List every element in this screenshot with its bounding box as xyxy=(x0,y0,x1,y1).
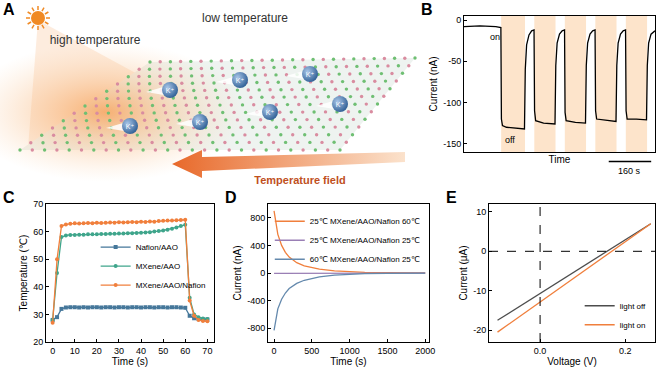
svg-text:Current (nA): Current (nA) xyxy=(428,56,439,111)
svg-text:30: 30 xyxy=(114,346,124,356)
svg-text:20: 20 xyxy=(33,337,43,347)
svg-text:0: 0 xyxy=(481,246,486,256)
svg-text:-150: -150 xyxy=(443,139,461,149)
svg-text:60: 60 xyxy=(180,346,190,356)
svg-text:20: 20 xyxy=(92,346,102,356)
svg-text:800: 800 xyxy=(250,213,265,223)
svg-text:70: 70 xyxy=(33,199,43,209)
svg-text:160 s: 160 s xyxy=(618,166,641,176)
svg-text:K⁺: K⁺ xyxy=(196,119,205,126)
svg-text:high temperature: high temperature xyxy=(50,33,141,47)
svg-text:400: 400 xyxy=(250,241,265,251)
svg-text:0: 0 xyxy=(260,268,265,278)
svg-text:10: 10 xyxy=(476,207,486,217)
html-text:C: C xyxy=(3,189,15,206)
svg-text:25℃ MXene/AAO/Nafion 60℃: 25℃ MXene/AAO/Nafion 60℃ xyxy=(310,217,420,226)
svg-text:Voltage (V): Voltage (V) xyxy=(547,356,596,367)
svg-text:K⁺: K⁺ xyxy=(126,123,135,130)
svg-text:-50: -50 xyxy=(448,56,461,66)
svg-text:-800: -800 xyxy=(247,323,265,333)
svg-text:Time: Time xyxy=(549,154,571,165)
svg-text:50: 50 xyxy=(158,346,168,356)
svg-text:-400: -400 xyxy=(247,296,265,306)
svg-text:light off: light off xyxy=(620,302,646,311)
svg-text:-100: -100 xyxy=(443,98,461,108)
html-text:E: E xyxy=(446,189,457,206)
html-text:A: A xyxy=(3,1,15,18)
svg-text:60℃ MXene/AAO/Nafion 25℃: 60℃ MXene/AAO/Nafion 25℃ xyxy=(310,255,420,264)
svg-text:1500: 1500 xyxy=(377,346,397,356)
svg-text:Nafion/AAO: Nafion/AAO xyxy=(136,243,178,252)
svg-text:500: 500 xyxy=(304,346,319,356)
svg-text:K⁺: K⁺ xyxy=(266,109,275,116)
svg-text:K⁺: K⁺ xyxy=(336,101,345,108)
svg-text:30: 30 xyxy=(33,310,43,320)
svg-text:25℃ MXene/AAO/Nafion 25℃: 25℃ MXene/AAO/Nafion 25℃ xyxy=(310,236,420,245)
svg-text:Time (s): Time (s) xyxy=(112,356,148,367)
html-text:D: D xyxy=(225,189,237,206)
svg-text:0.0: 0.0 xyxy=(534,346,547,356)
svg-text:50: 50 xyxy=(33,254,43,264)
svg-text:-10: -10 xyxy=(473,286,486,296)
svg-text:-20: -20 xyxy=(473,325,486,335)
svg-text:Temperature field: Temperature field xyxy=(254,174,346,186)
svg-text:MXene/AAO/Nafion: MXene/AAO/Nafion xyxy=(136,281,206,290)
svg-text:low temperature: low temperature xyxy=(202,11,288,25)
svg-text:70: 70 xyxy=(202,346,212,356)
svg-text:light on: light on xyxy=(620,321,646,330)
svg-text:40: 40 xyxy=(33,282,43,292)
svg-text:0.2: 0.2 xyxy=(619,346,632,356)
svg-text:off: off xyxy=(505,135,515,145)
svg-text:K⁺: K⁺ xyxy=(306,71,315,78)
svg-text:Time (s): Time (s) xyxy=(330,356,366,367)
svg-text:K⁺: K⁺ xyxy=(166,87,175,94)
svg-text:60: 60 xyxy=(33,227,43,237)
html-text:B: B xyxy=(421,1,433,18)
svg-text:10: 10 xyxy=(70,346,80,356)
svg-text:40: 40 xyxy=(136,346,146,356)
svg-text:Current (nA): Current (nA) xyxy=(232,245,243,300)
svg-text:1000: 1000 xyxy=(340,346,360,356)
svg-text:0: 0 xyxy=(272,346,277,356)
svg-text:K⁺: K⁺ xyxy=(236,77,245,84)
svg-text:on: on xyxy=(490,32,500,42)
svg-text:0: 0 xyxy=(456,15,461,25)
svg-text:Temperature (℃): Temperature (℃) xyxy=(18,235,29,312)
svg-text:Current (μA): Current (μA) xyxy=(458,245,469,300)
svg-text:2000: 2000 xyxy=(415,346,435,356)
svg-text:MXene/AAO: MXene/AAO xyxy=(136,262,180,271)
svg-text:0: 0 xyxy=(50,346,55,356)
